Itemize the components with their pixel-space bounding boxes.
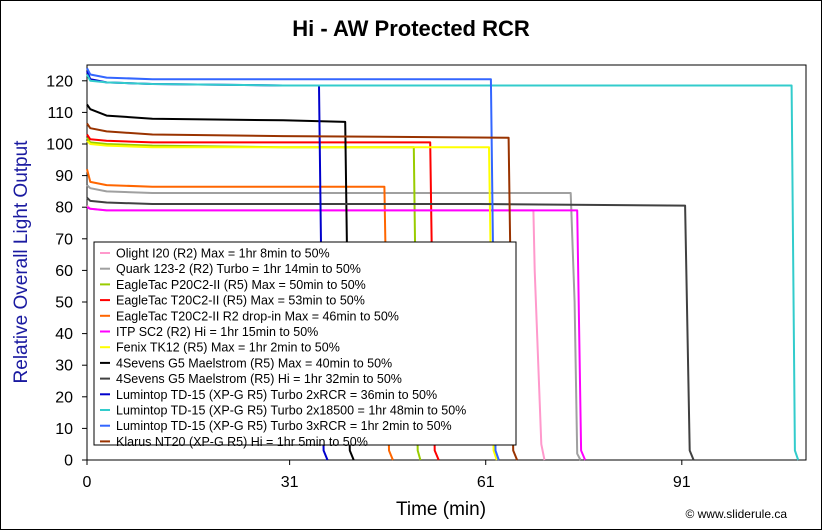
chart-title: Hi - AW Protected RCR (292, 16, 530, 41)
x-tick-label: 0 (83, 474, 92, 491)
legend-entry: EagleTac T20C2-II R2 drop-in Max = 46min… (116, 309, 399, 323)
x-tick-label: 61 (477, 474, 495, 491)
x-tick-label: 31 (281, 474, 299, 491)
y-tick-label: 90 (55, 168, 73, 185)
legend-entry: Lumintop TD-15 (XP-G R5) Turbo 3xRCR = 1… (116, 419, 452, 433)
legend-entry: Lumintop TD-15 (XP-G R5) Turbo 2xRCR = 3… (116, 388, 437, 402)
y-tick-label: 80 (55, 200, 73, 217)
axis-layer: 0 10 20 30 40 50 60 70 80 90 100 110 120 0 31 61 91 (46, 73, 691, 491)
y-tick-label: 10 (55, 421, 73, 438)
series-line (86, 196, 695, 461)
y-tick-label: 40 (55, 326, 73, 343)
legend-entry: 4Sevens G5 Maelstrom (R5) Max = 40min to… (116, 356, 392, 370)
legend-entry: Fenix TK12 (R5) Max = 1hr 2min to 50% (116, 341, 340, 355)
y-tick-label: 100 (46, 137, 73, 154)
y-tick-label: 30 (55, 358, 73, 375)
y-tick-label: 0 (64, 453, 73, 470)
legend-entry: Quark 123-2 (R2) Turbo = 1hr 14min to 50… (116, 262, 361, 276)
y-tick-label: 20 (55, 389, 73, 406)
legend: Olight I20 (R2) Max = 1hr 8min to 50%Qua… (93, 241, 517, 449)
legend-entry: Lumintop TD-15 (XP-G R5) Turbo 2x18500 =… (116, 404, 466, 418)
y-axis-label: Relative Overall Light Output (11, 140, 32, 384)
legend-entry: ITP SC2 (R2) Hi = 1hr 15min to 50% (116, 325, 318, 339)
legend-entry: EagleTac P20C2-II (R5) Max = 50min to 50… (116, 278, 366, 292)
legend-entry: Olight I20 (R2) Max = 1hr 8min to 50% (116, 247, 330, 261)
series-line (86, 206, 587, 461)
legend-entry: 4Sevens G5 Maelstrom (R5) Hi = 1hr 32min… (116, 372, 402, 386)
y-tick-label: 70 (55, 231, 73, 248)
series-line (86, 74, 800, 461)
y-tick-label: 60 (55, 263, 73, 280)
credit-text: © www.sliderule.ca (685, 507, 787, 521)
x-tick-label: 91 (673, 474, 691, 491)
legend-box (93, 241, 517, 446)
series-line (86, 184, 582, 461)
y-tick-label: 110 (47, 105, 73, 122)
legend-entry: EagleTac T20C2-II (R5) Max = 53min to 50… (116, 294, 365, 308)
x-axis-label: Time (min) (396, 499, 486, 520)
y-tick-label: 120 (46, 73, 73, 90)
legend-entry: Klarus NT20 (XP-G R5) Hi = 1hr 5min to 5… (116, 435, 368, 449)
y-tick-label: 50 (55, 295, 73, 312)
